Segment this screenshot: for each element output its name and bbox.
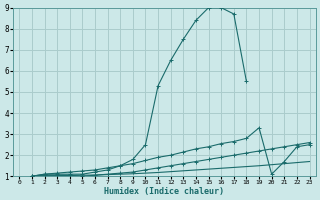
X-axis label: Humidex (Indice chaleur): Humidex (Indice chaleur) (104, 187, 224, 196)
